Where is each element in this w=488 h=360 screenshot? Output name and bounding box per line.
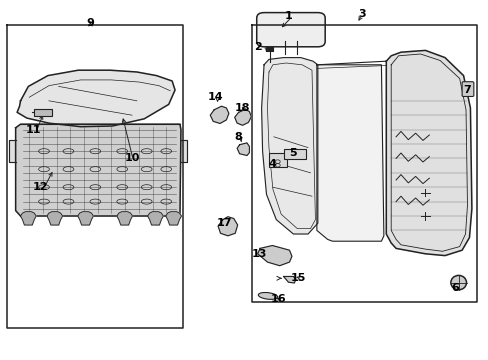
Text: 2: 2 [253, 42, 261, 52]
Polygon shape [47, 212, 62, 225]
Text: 9: 9 [86, 18, 94, 28]
Text: 4: 4 [268, 159, 276, 169]
Polygon shape [218, 217, 237, 236]
Polygon shape [237, 143, 249, 156]
Polygon shape [181, 140, 186, 162]
Polygon shape [386, 50, 471, 256]
Text: 14: 14 [207, 92, 223, 102]
Ellipse shape [450, 275, 466, 290]
Polygon shape [283, 276, 295, 283]
Text: 11: 11 [25, 125, 41, 135]
Polygon shape [147, 212, 163, 225]
Text: 16: 16 [270, 294, 286, 304]
FancyBboxPatch shape [268, 153, 286, 167]
Text: 12: 12 [32, 182, 48, 192]
Polygon shape [261, 58, 317, 234]
Polygon shape [257, 246, 291, 266]
Bar [284, 149, 305, 159]
Text: 15: 15 [290, 273, 305, 283]
Polygon shape [78, 212, 93, 225]
Polygon shape [165, 212, 181, 225]
Text: 18: 18 [234, 103, 249, 113]
Text: 13: 13 [251, 249, 266, 259]
Polygon shape [9, 140, 16, 162]
Text: 17: 17 [216, 218, 231, 228]
FancyBboxPatch shape [461, 82, 473, 96]
Text: 7: 7 [462, 85, 470, 95]
Text: 1: 1 [284, 11, 292, 21]
Text: 5: 5 [289, 148, 297, 158]
FancyBboxPatch shape [256, 13, 325, 47]
Polygon shape [117, 212, 132, 225]
Text: 6: 6 [450, 283, 458, 293]
Polygon shape [17, 70, 175, 127]
Polygon shape [234, 109, 251, 125]
Polygon shape [210, 106, 228, 123]
Polygon shape [316, 65, 383, 241]
Text: 10: 10 [124, 153, 140, 163]
Polygon shape [20, 212, 36, 225]
Text: 3: 3 [357, 9, 365, 19]
Polygon shape [16, 124, 181, 216]
Text: 8: 8 [234, 132, 242, 142]
Bar [34, 109, 52, 116]
Ellipse shape [258, 292, 277, 300]
